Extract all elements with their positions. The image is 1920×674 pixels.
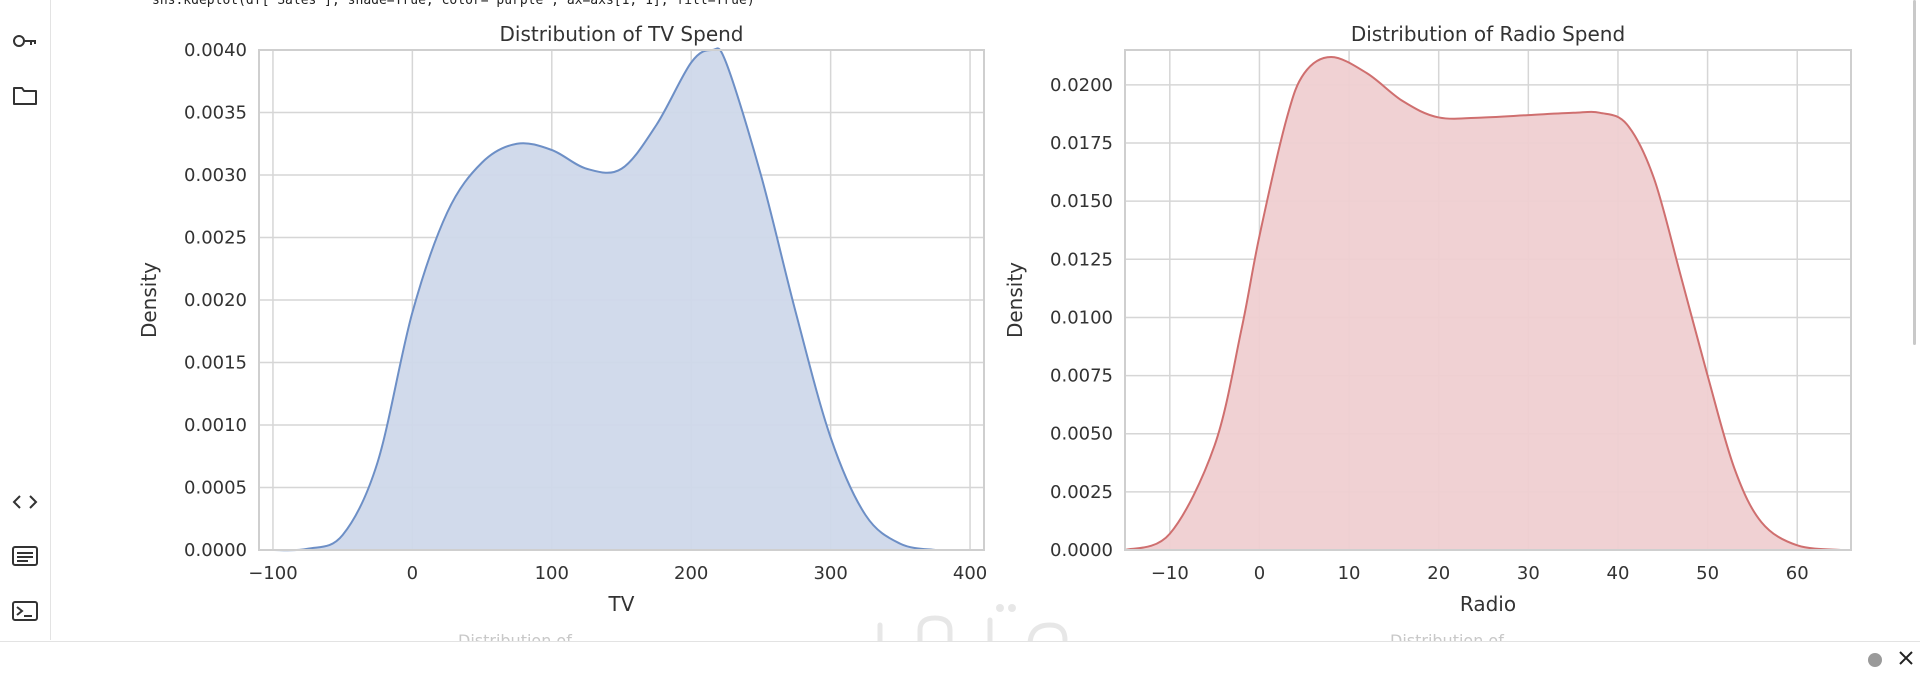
chart-title: Distribution of TV Spend xyxy=(500,22,744,46)
x-tick-label: 100 xyxy=(535,563,569,584)
x-tick-label: 40 xyxy=(1607,563,1630,584)
y-tick-label: 0.0050 xyxy=(1050,424,1113,445)
scrollbar-thumb[interactable] xyxy=(1913,0,1916,345)
y-tick-label: 0.0030 xyxy=(184,165,247,186)
x-tick-label: 200 xyxy=(674,563,708,584)
y-tick-label: 0.0125 xyxy=(1050,249,1113,270)
y-tick-label: 0.0015 xyxy=(184,353,247,374)
x-tick-label: 0 xyxy=(407,563,418,584)
x-tick-label: 20 xyxy=(1427,563,1450,584)
x-tick-label: 0 xyxy=(1254,563,1265,584)
y-tick-label: 0.0005 xyxy=(184,478,247,499)
cutoff-title-right: Distribution of ... xyxy=(1390,631,1525,641)
y-tick-label: 0.0020 xyxy=(184,290,247,311)
status-bar xyxy=(0,641,1920,674)
code-brackets-icon[interactable] xyxy=(10,487,40,517)
x-axis-label: TV xyxy=(608,592,635,616)
y-tick-label: 0.0075 xyxy=(1050,366,1113,387)
plot-frame xyxy=(1124,49,1852,551)
charts-output: −100 0 100 200 300 4000.00000.00050.00100.001… xyxy=(137,22,1852,616)
chart-radio: −10 0 10 20 30 40 50 60 0.0000 0.0025 0.0050 0.0075… xyxy=(1003,22,1852,616)
x-tick-label: 50 xyxy=(1696,563,1719,584)
chart-tv: −100 0 100 200 300 400 0.0000 0.0005 0.0010 0.001… xyxy=(137,22,987,616)
x-tick-label: 60 xyxy=(1786,563,1809,584)
terminal-icon[interactable] xyxy=(10,596,40,626)
y-tick-label: 0.0035 xyxy=(184,103,247,124)
key-icon[interactable] xyxy=(10,26,40,56)
folder-icon[interactable] xyxy=(10,80,40,110)
y-axis-label: Density xyxy=(137,262,161,338)
y-tick-label: 0.0025 xyxy=(184,228,247,249)
y-tick-label: 0.0000 xyxy=(1050,540,1113,561)
x-tick-label: −10 xyxy=(1151,563,1189,584)
cutoff-title-left: Distribution of ... xyxy=(458,631,593,641)
y-tick-label: 0.0010 xyxy=(184,415,247,436)
x-tick-label: 10 xyxy=(1338,563,1361,584)
y-tick-label: 0.0025 xyxy=(1050,482,1113,503)
code-line: sns.kdeplot(df['Sales'], shade=True, col… xyxy=(152,0,755,8)
status-dot[interactable] xyxy=(1868,653,1882,667)
x-tick-label: 400 xyxy=(953,563,987,584)
y-tick-label: 0.0150 xyxy=(1050,191,1113,212)
y-tick-label: 0.0040 xyxy=(184,40,247,61)
y-tick-label: 0.0000 xyxy=(184,540,247,561)
x-axis-label: Radio xyxy=(1460,592,1516,616)
plot-frame xyxy=(258,49,985,551)
y-axis-label: Density xyxy=(1003,262,1027,338)
x-tick-label: 30 xyxy=(1517,563,1540,584)
density-area-tv xyxy=(272,48,936,551)
y-tick-label: 0.0200 xyxy=(1050,75,1113,96)
density-area-radio xyxy=(1125,56,1843,550)
y-tick-label: 0.0175 xyxy=(1050,133,1113,154)
list-panel-icon[interactable] xyxy=(10,541,40,571)
density-line-tv xyxy=(272,47,936,552)
close-icon[interactable] xyxy=(1894,646,1918,670)
density-line-radio xyxy=(1124,55,1843,551)
left-sidebar xyxy=(0,0,51,640)
y-tick-label: 0.0100 xyxy=(1050,307,1113,328)
x-tick-label: 300 xyxy=(813,563,847,584)
x-tick-label: −100 xyxy=(248,563,297,584)
chart-title: Distribution of Radio Spend xyxy=(1351,22,1625,46)
